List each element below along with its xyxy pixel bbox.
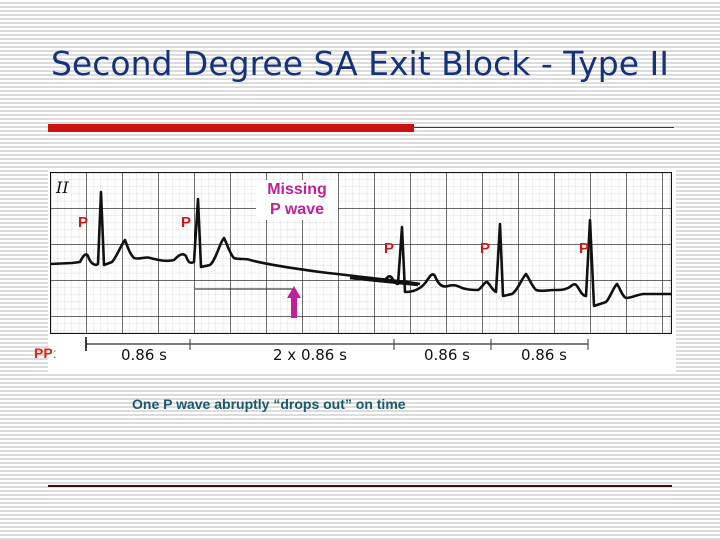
interval-label: 0.86 s	[121, 346, 167, 364]
pp-label: PP:	[34, 345, 57, 361]
title-divider-line	[414, 127, 674, 128]
up-arrow-icon	[287, 286, 301, 318]
pp-interval-ruler	[85, 337, 589, 351]
missing-annotation-line2: P wave	[270, 201, 324, 218]
bottom-divider-line	[48, 485, 672, 487]
p-wave-label: P	[480, 240, 491, 257]
ecg-trace	[50, 190, 421, 286]
caption: One P wave abruptly “drops out” on time	[132, 396, 406, 412]
interval-label: 2 x 0.86 s	[273, 346, 347, 364]
p-wave-label: P	[384, 240, 395, 257]
interval-label: 0.86 s	[424, 346, 470, 364]
missing-p-wave-annotation: Missing P wave	[256, 180, 338, 220]
ecg-strip	[50, 172, 672, 334]
p-wave-label: P	[78, 214, 89, 231]
lead-label: II	[56, 178, 69, 197]
missing-annotation-line1: Missing	[267, 181, 327, 198]
interval-label: 0.86 s	[521, 346, 567, 364]
pp-colon: :	[52, 345, 57, 361]
title-accent-bar	[48, 124, 414, 132]
pp-label-text: PP	[34, 345, 53, 361]
slide-title: Second Degree SA Exit Block - Type II	[50, 44, 670, 83]
p-wave-label: P	[579, 240, 590, 257]
p-wave-label: P	[181, 214, 192, 231]
